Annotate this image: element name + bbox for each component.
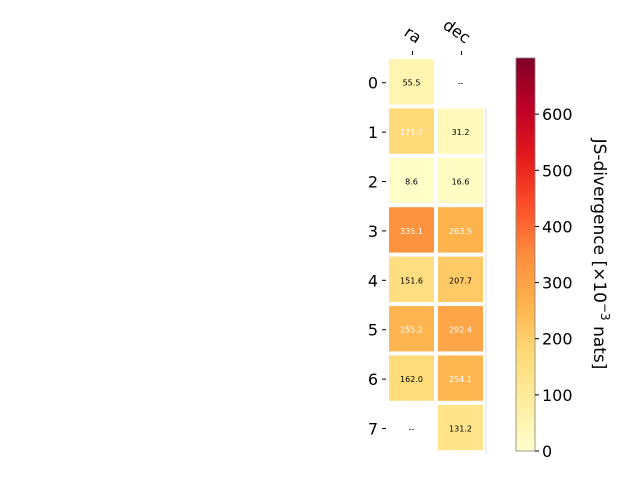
cell-value-label: 335.1 xyxy=(400,227,423,236)
col-label-ra: ra xyxy=(401,22,425,47)
heatmap-cells: 55.5 -- 171.7 31.2 8.6 16.6 335.1 263.5 151.6 207… xyxy=(389,59,487,454)
cell-value-label: 8.6 xyxy=(405,178,418,187)
row-label-3: 3 xyxy=(368,222,378,241)
colorbar-tick-label: 400 xyxy=(542,217,573,236)
cell-value-label: 171.7 xyxy=(400,128,423,137)
cell-value-label: 16.6 xyxy=(452,178,470,187)
heatmap-cell xyxy=(438,256,483,302)
colorbar-tick-label: 0 xyxy=(542,442,552,461)
heatmap-cell xyxy=(438,306,483,352)
heatmap-cell xyxy=(438,404,483,451)
colorbar-tick-label: 200 xyxy=(542,330,573,349)
heatmap-cell xyxy=(438,157,483,204)
colorbar-gradient xyxy=(515,57,536,452)
colorbar-tick-label: 500 xyxy=(542,161,573,180)
row-labels: 0 1 2 3 4 5 6 7 xyxy=(368,74,386,439)
cell-value-label: -- xyxy=(458,79,464,88)
cell-value-label: 31.2 xyxy=(452,128,470,137)
colorbar-tick-label: 600 xyxy=(542,105,573,124)
cell-value-label: 292.4 xyxy=(449,326,472,335)
colorbar-tick-label: 300 xyxy=(542,274,573,293)
heatmap-cell xyxy=(438,207,483,253)
cell-value-label: 207.7 xyxy=(449,276,472,285)
column-labels: ra dec xyxy=(401,15,474,55)
colorbar-tick-label: 100 xyxy=(542,386,573,405)
heatmap-cell xyxy=(438,108,483,154)
row-label-5: 5 xyxy=(368,321,378,340)
heatmap-cell xyxy=(438,355,483,401)
row-label-7: 7 xyxy=(368,420,378,439)
colorbar-label: JS-divergence [×10−3 nats] xyxy=(589,138,612,370)
heatmap-cell xyxy=(389,355,434,401)
row-label-0: 0 xyxy=(368,74,378,93)
heatmap-cell xyxy=(389,306,434,352)
cell-value-label: 55.5 xyxy=(403,79,421,88)
row-label-6: 6 xyxy=(368,370,378,389)
cell-value-label: 254.1 xyxy=(449,375,472,384)
row-label-2: 2 xyxy=(368,173,378,192)
cell-value-label: 263.5 xyxy=(449,227,472,236)
col-label-dec: dec xyxy=(440,15,474,47)
cell-value-label: -- xyxy=(409,425,415,434)
row-label-1: 1 xyxy=(368,123,378,142)
heatmap-cell xyxy=(389,157,434,204)
heatmap-cell xyxy=(389,59,434,105)
cell-value-label: 255.2 xyxy=(400,326,423,335)
colorbar: 0 100 200 300 400 500 600 JS-divergence [×10−3 … xyxy=(515,57,612,461)
heatmap-cell xyxy=(389,207,434,253)
cell-value-label: 151.6 xyxy=(400,276,423,285)
row-label-4: 4 xyxy=(368,271,378,290)
heatmap-cell xyxy=(389,108,434,154)
heatmap-cell xyxy=(389,256,434,302)
cell-value-label: 162.0 xyxy=(400,375,423,384)
cell-value-label: 131.2 xyxy=(449,425,472,434)
